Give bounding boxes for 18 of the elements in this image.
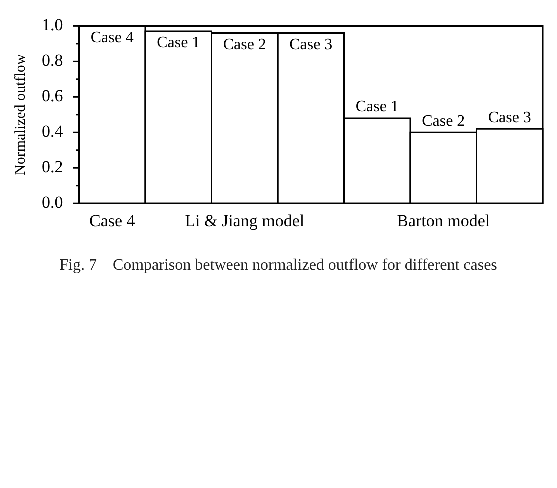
x-tick-label: Barton model xyxy=(397,211,490,230)
y-tick-label: 0.2 xyxy=(42,158,64,177)
y-tick-label: 0.0 xyxy=(42,193,64,212)
text: Case 3 xyxy=(290,36,333,54)
y-tick-label: 0.4 xyxy=(42,122,64,142)
y-tick-label: 1.0 xyxy=(42,16,64,35)
y-tick-label: 0.6 xyxy=(42,86,64,106)
series-label: Case 1 xyxy=(356,98,399,116)
series-label: Case 4 xyxy=(90,29,134,46)
text: Case 2 xyxy=(223,36,266,54)
y-axis-title: Normalized outflow xyxy=(12,54,29,176)
y-tick-label: 0.8 xyxy=(42,51,64,70)
text: Case 1 xyxy=(157,34,200,52)
series-label: Case 3 xyxy=(488,109,532,126)
series-label: Case 2 xyxy=(422,112,466,130)
caption: Fig. 7 Comparison between normalized outflow for different cases xyxy=(58,256,498,276)
x-tick-label: Li & Jiang model xyxy=(185,211,305,230)
x-tick-label: Case 4 xyxy=(89,211,136,230)
